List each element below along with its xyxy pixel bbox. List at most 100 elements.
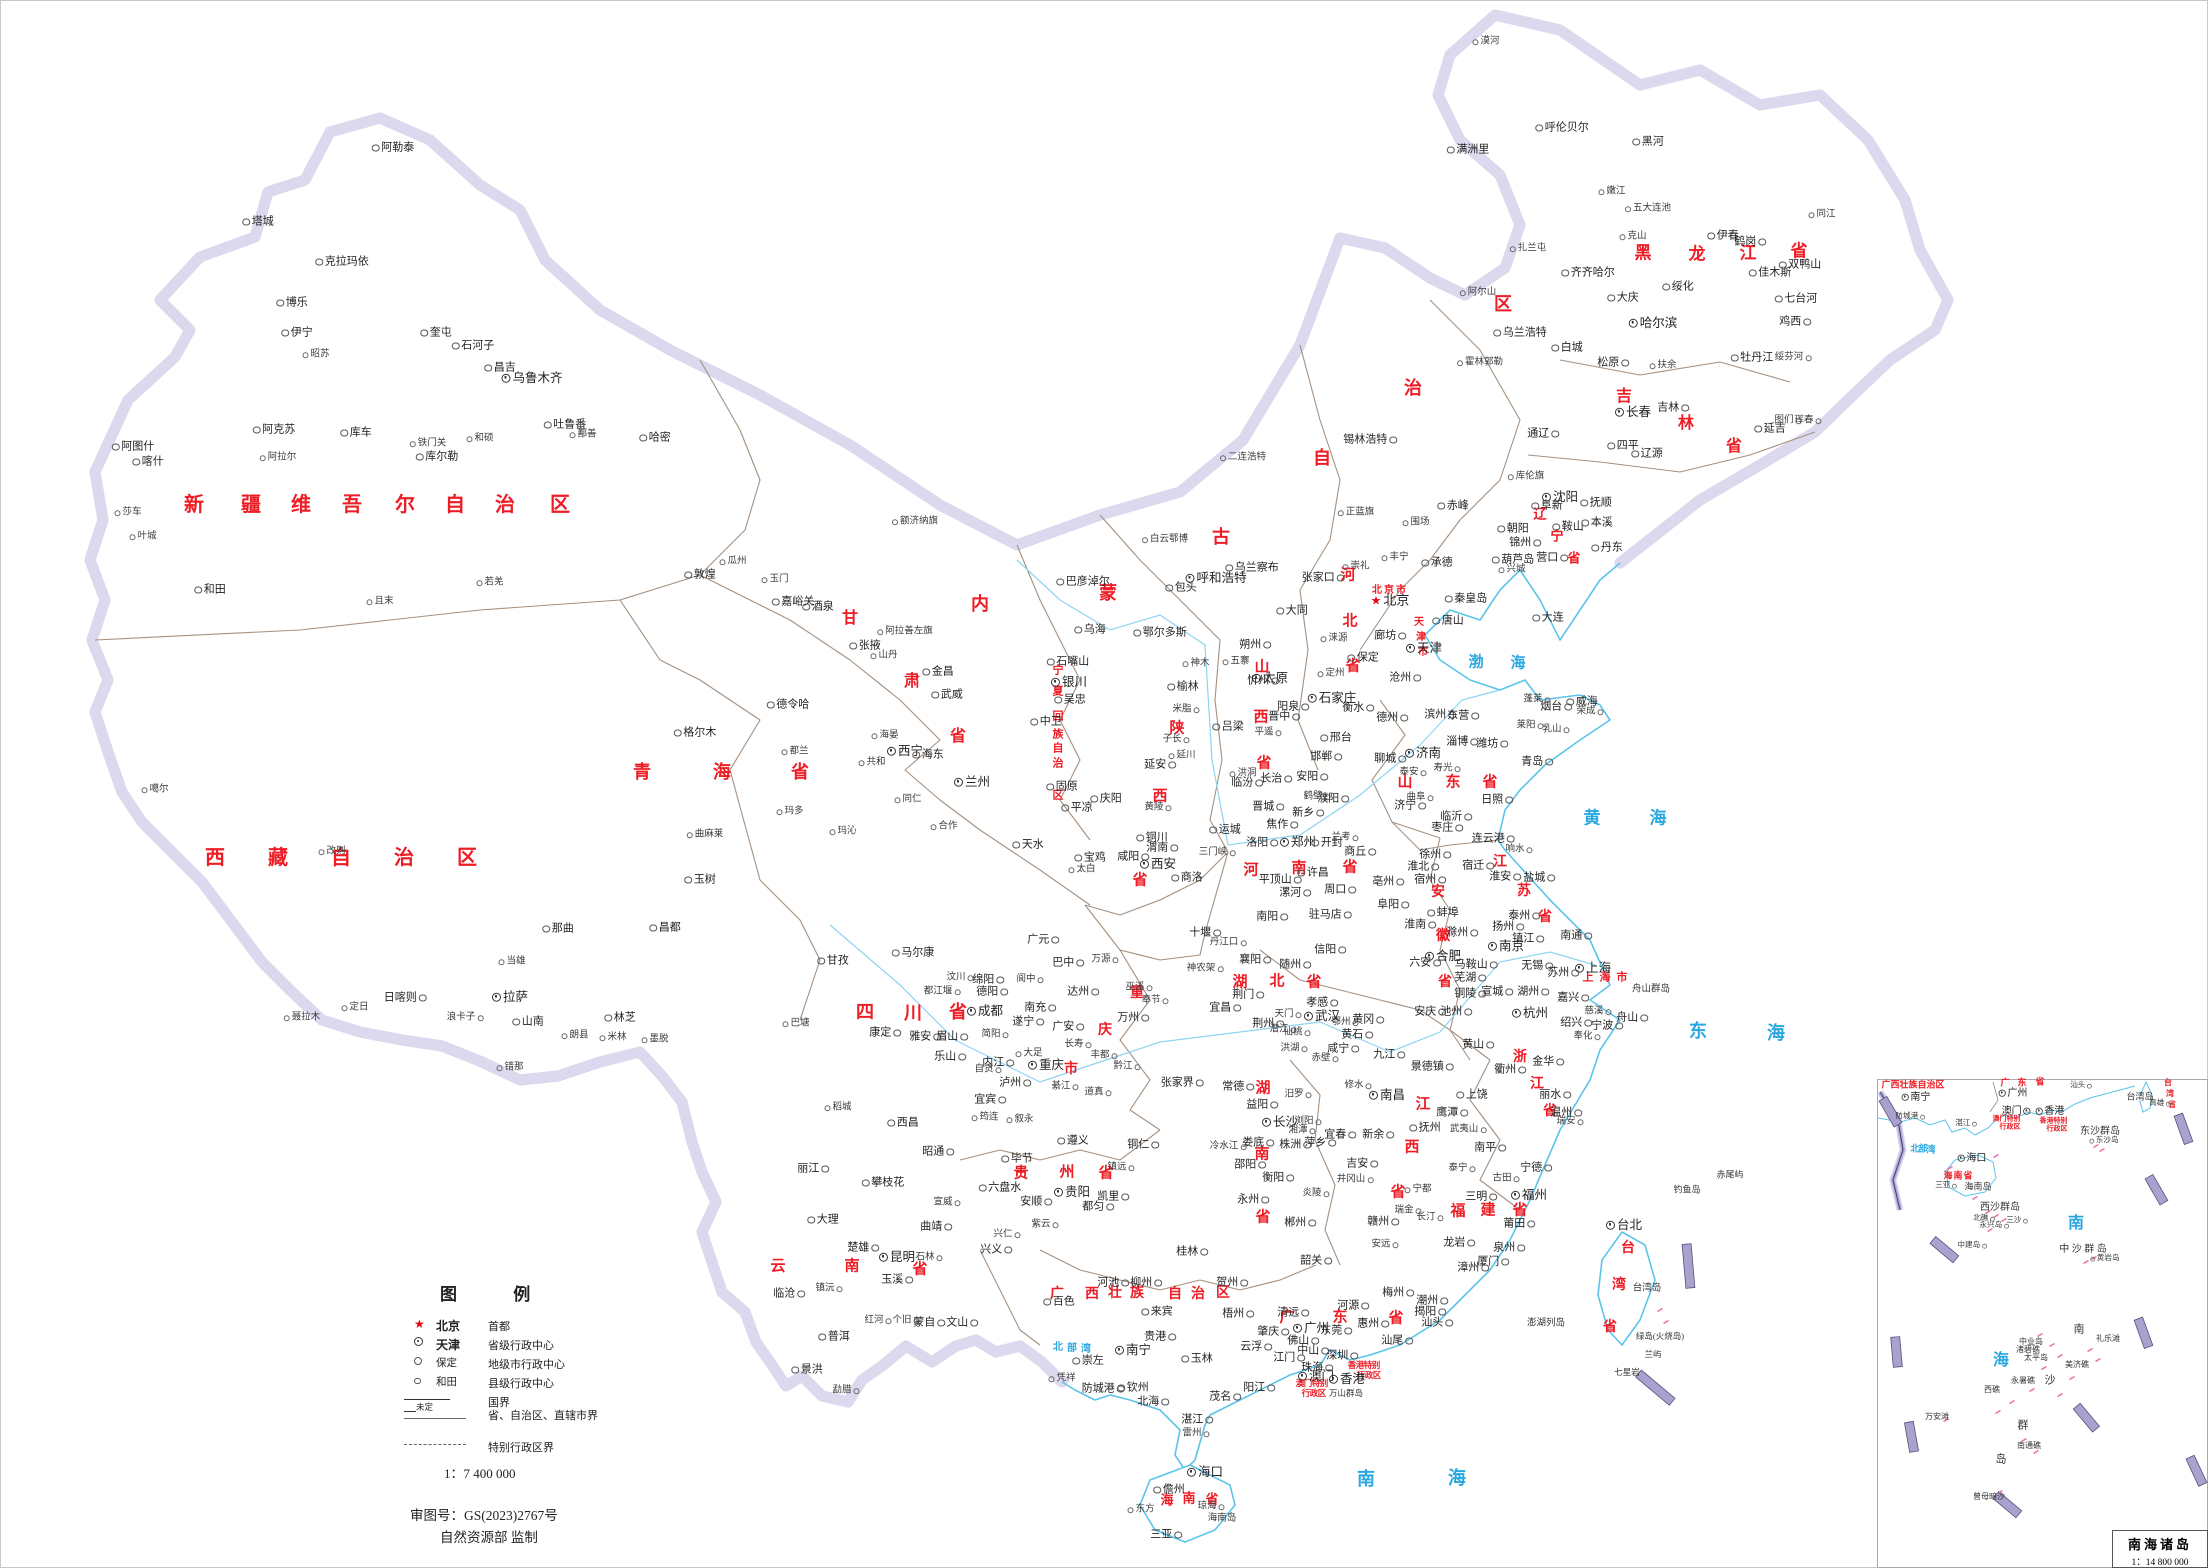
city-label: 长治: [1260, 773, 1292, 785]
province-label: 别: [1319, 1377, 1329, 1388]
city-marker-icon: [1303, 1141, 1311, 1149]
city-marker-icon: [1480, 1127, 1487, 1133]
city-marker-icon: [931, 691, 939, 699]
province-label: 宁: [1550, 528, 1564, 544]
legend-item-prefecture: 保定 地级市行政中心: [404, 1353, 704, 1372]
province-label: 省: [1538, 910, 1552, 925]
province-capital-label: 贵阳: [1053, 1186, 1090, 1199]
city-marker-icon: [1185, 573, 1195, 583]
city-marker-icon: [1491, 556, 1500, 564]
city-label: 东方: [1127, 1505, 1155, 1515]
province-label: 海: [1160, 1492, 1174, 1508]
city-label: 牡丹江: [1730, 352, 1773, 364]
city-marker-icon: [1015, 1051, 1022, 1057]
city-marker-icon: [1448, 711, 1456, 719]
city-marker-icon: [1365, 1031, 1373, 1039]
city-marker-icon: [1507, 474, 1514, 480]
city-marker-icon: [1141, 537, 1148, 543]
city-marker-icon: [1561, 269, 1569, 277]
city-marker-icon: [1014, 1232, 1021, 1238]
city-label: 长汀: [1416, 1213, 1444, 1223]
city-label: 攀枝花: [861, 1177, 904, 1189]
city-marker-icon: [829, 829, 836, 835]
city-marker-icon: [1263, 641, 1271, 649]
city-marker-icon: [1121, 1193, 1129, 1201]
city-label: 松原: [1597, 357, 1629, 369]
city-marker-icon: [1624, 206, 1631, 212]
city-label: 沧州: [1389, 672, 1421, 684]
province-label: 自: [445, 494, 465, 516]
city-marker-icon: [340, 429, 348, 437]
city-label: 二连浩特: [1219, 453, 1266, 463]
province-capital-label: 兰州: [953, 776, 990, 789]
province-label: 湾: [1612, 1278, 1626, 1293]
city-marker-icon: [1432, 617, 1440, 625]
city-label: 错那: [496, 1063, 524, 1073]
city-label: 丽水: [1539, 1089, 1571, 1101]
city-marker-icon: [1460, 1109, 1468, 1117]
city-marker-icon: [1437, 1215, 1444, 1221]
city-marker-icon: [1297, 1371, 1307, 1381]
province-label: 黑: [1634, 243, 1652, 263]
city-marker-icon: [1348, 886, 1356, 894]
city-label: 天水: [1012, 839, 1044, 851]
city-marker-icon: [953, 777, 963, 787]
city-label: 防城港: [1895, 1113, 1925, 1121]
city-marker-icon: [1574, 1109, 1582, 1117]
city-marker-icon: [2089, 1138, 2095, 1144]
province-label: 江: [1493, 855, 1507, 870]
city-marker-icon: [1513, 873, 1521, 881]
city-marker-icon: [886, 746, 896, 756]
city-label: 淮安: [1489, 871, 1521, 883]
city-marker-icon: [1563, 1091, 1571, 1099]
city-marker-icon: [1398, 632, 1406, 640]
city-label: 米脂: [1172, 705, 1200, 715]
city-marker-icon: [1566, 698, 1574, 706]
city-marker-icon: [1527, 1220, 1535, 1228]
province-label: 庆: [1098, 1023, 1112, 1038]
city-label: 新余: [1362, 1129, 1394, 1141]
city-label: 四平: [1607, 440, 1639, 452]
city-marker-icon: [818, 1333, 826, 1341]
city-marker-icon: [1370, 1160, 1378, 1168]
province-label: 西: [1253, 709, 1269, 726]
city-label: 宜宾: [974, 1094, 1006, 1106]
city-label: 张家界: [1161, 1077, 1204, 1089]
city-marker-icon: [1413, 674, 1421, 682]
inset-geo-label: 中 沙 群 岛: [2059, 1244, 2107, 1255]
city-marker-icon: [1469, 1166, 1476, 1172]
city-label: 铜仁: [1127, 1139, 1159, 1151]
city-marker-icon: [2166, 1101, 2171, 1107]
city-marker-icon: [1117, 1384, 1125, 1392]
city-label: 白城: [1551, 342, 1583, 354]
city-marker-icon: [1027, 1060, 1037, 1070]
city-label: 抚州: [1409, 1122, 1441, 1134]
hainan-island: [1139, 1464, 1236, 1543]
city-marker-icon: [1141, 1308, 1149, 1316]
city-label: 子长: [1162, 735, 1190, 745]
city-label: 汨罗: [1284, 1090, 1312, 1100]
city-label: 宜昌: [1209, 1002, 1241, 1014]
province-label: 海: [1599, 971, 1611, 984]
city-label: 柳州: [1130, 1277, 1162, 1289]
legend-item-province-border: 省、自治区、直辖市界: [404, 1410, 704, 1436]
city-label: 黄岩岛: [2090, 1255, 2120, 1263]
city-marker-icon: [1707, 232, 1715, 240]
inset-sea-label: 北: [1910, 1143, 1922, 1154]
province-label: 省: [1790, 241, 1808, 261]
city-label: 常德: [1222, 1081, 1254, 1093]
province-border-icon: [404, 1412, 466, 1424]
city-marker-icon: [1368, 1090, 1378, 1100]
province-label: 省: [1482, 774, 1498, 791]
city-marker-icon: [719, 559, 726, 565]
city-label: 眉山: [936, 1031, 968, 1043]
city-marker-icon: [1990, 1216, 1995, 1222]
province-label: 河: [1243, 862, 1259, 879]
city-label: 海东: [912, 749, 944, 761]
inset-province-label: 别: [2060, 1116, 2068, 1125]
city-marker-icon: [885, 1318, 892, 1324]
city-label: 阳江: [1243, 1382, 1275, 1394]
province-label: 治: [1052, 757, 1064, 770]
province-label: 南: [1182, 1490, 1196, 1506]
